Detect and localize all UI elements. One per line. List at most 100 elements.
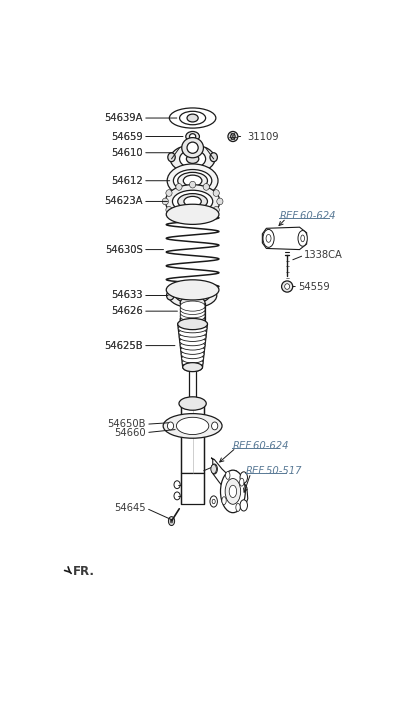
Text: REF.50-517: REF.50-517 bbox=[245, 466, 302, 475]
Ellipse shape bbox=[240, 478, 244, 486]
Ellipse shape bbox=[190, 134, 196, 140]
Ellipse shape bbox=[240, 499, 248, 511]
Ellipse shape bbox=[176, 417, 209, 435]
Text: 54639A: 54639A bbox=[104, 113, 143, 123]
Ellipse shape bbox=[282, 281, 293, 292]
Ellipse shape bbox=[212, 499, 215, 504]
Ellipse shape bbox=[182, 358, 203, 367]
Ellipse shape bbox=[229, 485, 237, 497]
Text: 54612: 54612 bbox=[111, 176, 143, 185]
Ellipse shape bbox=[180, 150, 206, 168]
Ellipse shape bbox=[212, 422, 218, 430]
Text: 54650B: 54650B bbox=[108, 419, 146, 429]
Polygon shape bbox=[181, 473, 204, 505]
Text: 54660: 54660 bbox=[114, 427, 146, 438]
Ellipse shape bbox=[180, 311, 205, 321]
Ellipse shape bbox=[184, 196, 201, 206]
Ellipse shape bbox=[285, 284, 290, 289]
Ellipse shape bbox=[183, 175, 202, 186]
Ellipse shape bbox=[180, 111, 206, 125]
Text: 54625B: 54625B bbox=[104, 341, 143, 351]
Ellipse shape bbox=[190, 181, 196, 188]
Ellipse shape bbox=[225, 478, 241, 505]
Ellipse shape bbox=[178, 320, 208, 329]
Ellipse shape bbox=[263, 230, 274, 247]
Ellipse shape bbox=[210, 496, 218, 507]
Ellipse shape bbox=[168, 153, 175, 161]
Ellipse shape bbox=[210, 153, 218, 161]
Ellipse shape bbox=[178, 318, 208, 329]
Ellipse shape bbox=[166, 280, 219, 300]
Text: 54623A: 54623A bbox=[104, 196, 143, 206]
Text: 54612: 54612 bbox=[111, 176, 143, 185]
Ellipse shape bbox=[190, 215, 196, 222]
Text: 54626: 54626 bbox=[111, 306, 143, 316]
Ellipse shape bbox=[168, 517, 175, 526]
Ellipse shape bbox=[180, 308, 205, 318]
Ellipse shape bbox=[166, 204, 219, 225]
Ellipse shape bbox=[178, 193, 208, 209]
Ellipse shape bbox=[240, 472, 248, 483]
Ellipse shape bbox=[165, 185, 220, 218]
Ellipse shape bbox=[213, 190, 219, 196]
Text: 54626: 54626 bbox=[111, 306, 143, 316]
Ellipse shape bbox=[163, 414, 222, 438]
Ellipse shape bbox=[181, 290, 204, 301]
Ellipse shape bbox=[187, 114, 198, 122]
Ellipse shape bbox=[176, 212, 182, 220]
Ellipse shape bbox=[176, 183, 182, 190]
Ellipse shape bbox=[182, 137, 204, 158]
Polygon shape bbox=[182, 403, 204, 473]
Text: 54633: 54633 bbox=[112, 291, 143, 300]
Ellipse shape bbox=[298, 230, 307, 246]
Ellipse shape bbox=[301, 235, 304, 242]
Ellipse shape bbox=[178, 324, 207, 333]
Ellipse shape bbox=[162, 198, 168, 205]
Ellipse shape bbox=[182, 354, 204, 363]
Text: 54659: 54659 bbox=[111, 132, 143, 142]
Ellipse shape bbox=[168, 422, 174, 430]
Ellipse shape bbox=[186, 154, 199, 164]
Ellipse shape bbox=[183, 363, 202, 371]
Ellipse shape bbox=[228, 132, 238, 142]
Ellipse shape bbox=[180, 341, 205, 350]
Polygon shape bbox=[211, 458, 248, 508]
Text: 54630S: 54630S bbox=[105, 244, 143, 254]
Text: 54645: 54645 bbox=[114, 503, 146, 513]
Ellipse shape bbox=[222, 497, 226, 505]
Text: 54623A: 54623A bbox=[104, 196, 143, 206]
Ellipse shape bbox=[231, 134, 235, 140]
Ellipse shape bbox=[180, 337, 206, 346]
Ellipse shape bbox=[179, 332, 206, 342]
Ellipse shape bbox=[180, 305, 205, 315]
Ellipse shape bbox=[217, 198, 223, 205]
Ellipse shape bbox=[166, 206, 172, 213]
Ellipse shape bbox=[166, 291, 174, 300]
Ellipse shape bbox=[181, 345, 204, 354]
Polygon shape bbox=[262, 228, 307, 249]
Ellipse shape bbox=[211, 464, 218, 474]
Text: REF.60-624: REF.60-624 bbox=[232, 441, 289, 451]
Text: 1338CA: 1338CA bbox=[304, 250, 343, 260]
Ellipse shape bbox=[180, 313, 205, 326]
Ellipse shape bbox=[220, 470, 245, 513]
Ellipse shape bbox=[183, 363, 202, 371]
Ellipse shape bbox=[186, 132, 200, 142]
Text: 54630S: 54630S bbox=[105, 244, 143, 254]
Ellipse shape bbox=[181, 350, 204, 358]
Text: 31109: 31109 bbox=[247, 132, 278, 142]
Ellipse shape bbox=[174, 481, 180, 489]
Ellipse shape bbox=[167, 164, 218, 198]
Ellipse shape bbox=[169, 108, 216, 128]
Ellipse shape bbox=[211, 465, 216, 473]
Text: 54610: 54610 bbox=[111, 148, 143, 158]
Ellipse shape bbox=[226, 472, 230, 479]
Ellipse shape bbox=[213, 206, 219, 213]
Text: 54659: 54659 bbox=[111, 132, 143, 142]
Ellipse shape bbox=[168, 284, 217, 308]
Ellipse shape bbox=[172, 190, 213, 212]
Ellipse shape bbox=[179, 328, 206, 337]
Ellipse shape bbox=[176, 288, 210, 303]
Ellipse shape bbox=[166, 190, 172, 196]
Ellipse shape bbox=[180, 301, 205, 311]
